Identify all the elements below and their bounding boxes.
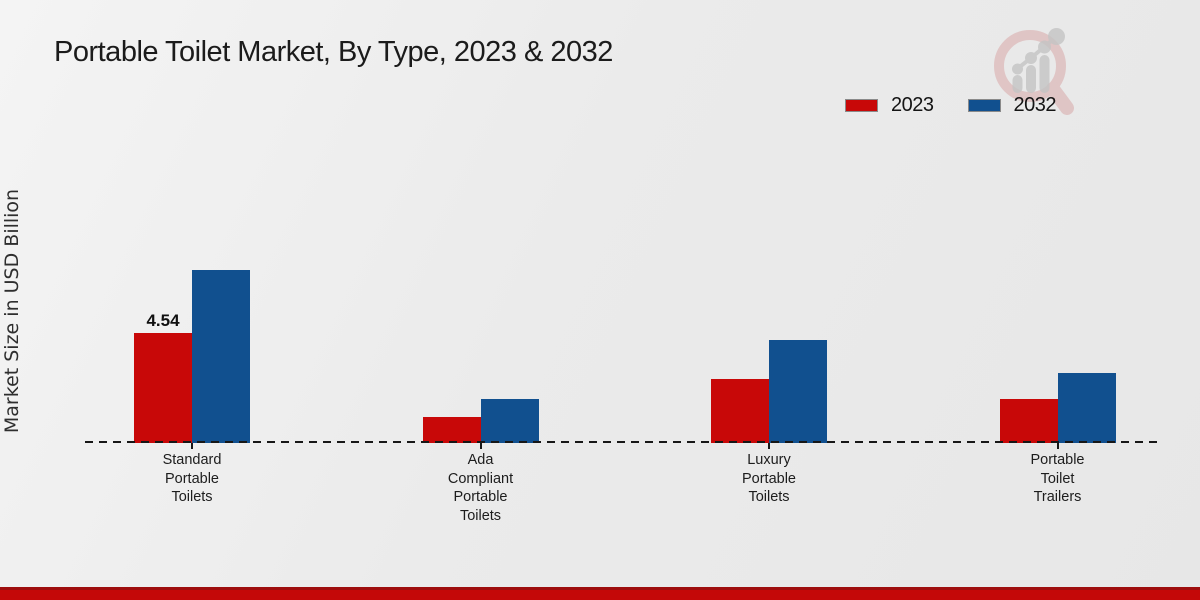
- x-axis-tick: [479, 443, 482, 449]
- bar-2032-3: [769, 339, 827, 443]
- bar-2023-3: [711, 378, 769, 443]
- legend-swatch-2032: [967, 99, 1001, 112]
- legend-swatch-2023: [845, 99, 878, 112]
- zero-baseline: [85, 441, 1163, 443]
- bar-2032-4: [1057, 372, 1116, 443]
- magnifier-growth-chart-logo-icon: [994, 28, 1074, 115]
- bar-2023-2: [422, 416, 481, 443]
- legend-item-2032: 2032: [967, 94, 1057, 117]
- legend-label-2023: 2023: [891, 94, 934, 116]
- legend-label-2032: 2032: [1013, 94, 1057, 116]
- x-axis-tick: [191, 443, 193, 449]
- bar-2032-2: [480, 398, 539, 443]
- chart-title: Portable Toilet Market, By Type, 2023 & …: [54, 36, 613, 68]
- legend: 2023 2032: [845, 94, 1056, 117]
- x-axis-tick: [768, 443, 770, 449]
- category-label: Portable Toilet Trailers: [1030, 452, 1085, 505]
- footer-stripe: [0, 587, 1200, 600]
- bar-2032-1: [192, 269, 250, 443]
- category-label: Standard Portable Toilets: [162, 452, 222, 505]
- bar-2023-1: [134, 332, 192, 443]
- category-label: Luxury Portable Toilets: [741, 452, 796, 505]
- legend-item-2023: 2023: [845, 94, 934, 117]
- bar-2023-4: [999, 399, 1058, 443]
- category-label: Ada Compliant Portable Toilets: [447, 452, 514, 524]
- bar-value-label: 4.54: [146, 310, 180, 330]
- x-axis-tick: [1056, 443, 1059, 449]
